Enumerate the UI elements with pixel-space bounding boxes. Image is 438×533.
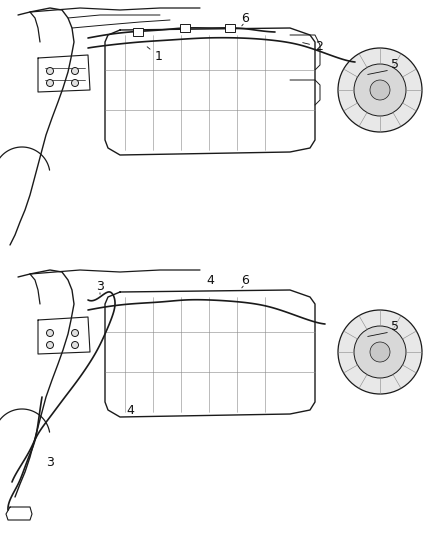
- Circle shape: [370, 80, 390, 100]
- Text: 5: 5: [391, 320, 399, 334]
- Circle shape: [338, 310, 422, 394]
- Text: 1: 1: [147, 47, 163, 63]
- Text: 4: 4: [206, 273, 214, 287]
- Text: 6: 6: [241, 273, 249, 287]
- Circle shape: [354, 326, 406, 378]
- Circle shape: [71, 342, 78, 349]
- Circle shape: [338, 48, 422, 132]
- Circle shape: [370, 342, 390, 362]
- Bar: [180, 24, 190, 32]
- Bar: [133, 28, 143, 36]
- Circle shape: [71, 329, 78, 336]
- Circle shape: [46, 342, 53, 349]
- Bar: [225, 24, 235, 32]
- Text: 2: 2: [303, 40, 323, 53]
- Text: 3: 3: [96, 280, 104, 294]
- Text: 3: 3: [46, 456, 54, 469]
- Text: 6: 6: [241, 12, 249, 25]
- Text: 4: 4: [126, 403, 134, 416]
- Text: 5: 5: [391, 59, 399, 71]
- Circle shape: [46, 68, 53, 75]
- Circle shape: [46, 79, 53, 86]
- Circle shape: [354, 64, 406, 116]
- Circle shape: [71, 79, 78, 86]
- Circle shape: [46, 329, 53, 336]
- Circle shape: [71, 68, 78, 75]
